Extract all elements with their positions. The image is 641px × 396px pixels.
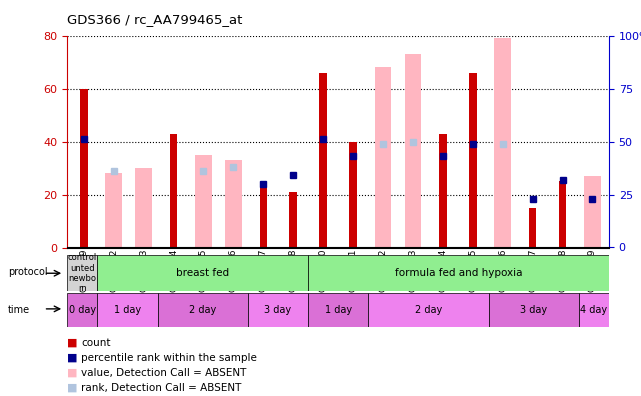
Text: 2 day: 2 day [415,305,442,315]
Text: 1 day: 1 day [114,305,141,315]
Bar [170,133,178,248]
Bar [260,184,267,248]
Bar [158,293,248,327]
Text: value, Detection Call = ABSENT: value, Detection Call = ABSENT [81,367,247,378]
Bar [319,73,327,248]
Bar [368,293,488,327]
Bar [290,192,297,248]
Bar [375,67,391,248]
Text: 2 day: 2 day [189,305,217,315]
Text: percentile rank within the sample: percentile rank within the sample [81,352,257,363]
Bar [308,255,609,291]
Bar [308,293,368,327]
Text: ■: ■ [67,352,78,363]
Text: 3 day: 3 day [520,305,547,315]
Bar [584,176,601,248]
Bar [106,173,122,248]
Bar [559,181,566,248]
Text: protocol: protocol [8,267,47,278]
Text: GDS366 / rc_AA799465_at: GDS366 / rc_AA799465_at [67,13,243,26]
Bar [225,160,242,248]
Text: 3 day: 3 day [264,305,292,315]
Bar [469,73,476,248]
Bar [80,89,88,248]
Text: rank, Detection Call = ABSENT: rank, Detection Call = ABSENT [81,383,242,393]
Bar [196,155,212,248]
Bar [439,133,447,248]
Bar [67,293,97,327]
Text: 0 day: 0 day [69,305,96,315]
Bar [529,208,537,248]
Bar [97,293,158,327]
Bar [494,38,511,248]
Text: breast fed: breast fed [176,268,229,278]
Text: count: count [81,337,111,348]
Text: 4 day: 4 day [580,305,608,315]
Bar [135,168,152,248]
Text: ■: ■ [67,337,78,348]
Text: time: time [8,305,30,315]
Bar [579,293,609,327]
Bar [404,54,421,248]
Bar [488,293,579,327]
Bar [97,255,308,291]
Text: control
unted
newbo
rn: control unted newbo rn [68,253,97,293]
Bar [349,141,357,248]
Text: formula fed and hypoxia: formula fed and hypoxia [395,268,522,278]
Text: ■: ■ [67,367,78,378]
Text: ■: ■ [67,383,78,393]
Bar [248,293,308,327]
Text: 1 day: 1 day [324,305,352,315]
Bar [67,255,97,291]
